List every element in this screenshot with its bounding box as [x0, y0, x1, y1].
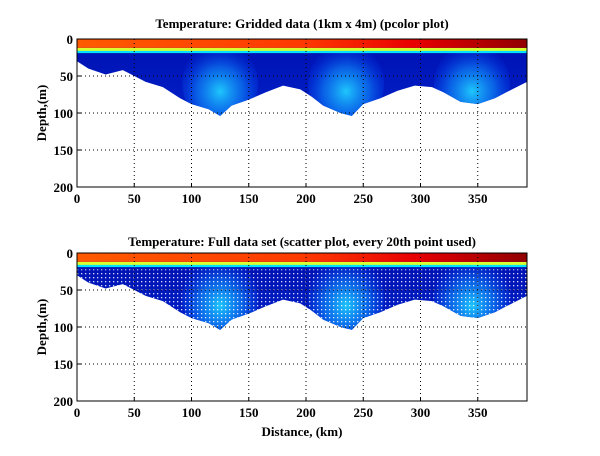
warm-plume — [182, 43, 259, 116]
y-tick-label: 0 — [67, 32, 74, 47]
bottom-axes: 0 50 100 150 200 250 300 350 0 50 100 150 200 Tempera… — [34, 234, 528, 439]
x-tick-label: 150 — [239, 405, 259, 420]
y-tick-label: 150 — [54, 357, 74, 372]
scatter-gaps — [77, 269, 527, 330]
y-tick-label: 100 — [54, 106, 74, 121]
x-tick-label: 350 — [468, 191, 488, 206]
x-tick-label: 150 — [239, 191, 259, 206]
warm-plume — [308, 43, 385, 116]
axes-box — [76, 252, 528, 402]
x-tick-label: 0 — [74, 405, 81, 420]
chart-title: Temperature: Full data set (scatter plot… — [128, 234, 476, 249]
x-tick-label: 200 — [296, 405, 316, 420]
y-tick-label: 150 — [54, 143, 74, 158]
x-tick-label: 200 — [296, 191, 316, 206]
x-tick-label: 250 — [354, 191, 374, 206]
warm-plume — [434, 43, 511, 116]
surface-warm-layer — [77, 253, 527, 262]
thermocline-yellow — [77, 47, 527, 51]
x-tick-label: 350 — [468, 405, 488, 420]
y-axis-label: Depth,(m) — [34, 85, 49, 142]
y-tick-label: 50 — [60, 69, 73, 84]
x-tick-label: 300 — [411, 405, 431, 420]
y-tick-label: 200 — [54, 180, 74, 195]
x-tick-label: 300 — [411, 191, 431, 206]
thermocline-cyan — [77, 264, 527, 268]
y-tick-label: 0 — [67, 246, 74, 261]
surface-warm-layer — [77, 39, 527, 48]
chart-title: Temperature: Gridded data (1km x 4m) (pc… — [155, 16, 448, 31]
x-axis-label: Distance, (km) — [262, 424, 343, 439]
y-tick-label: 200 — [54, 394, 74, 409]
y-tick-label: 100 — [54, 320, 74, 335]
x-tick-label: 50 — [128, 191, 141, 206]
x-tick-label: 100 — [182, 191, 202, 206]
y-tick-label: 50 — [60, 283, 73, 298]
axes-box — [76, 38, 528, 188]
x-tick-label: 100 — [182, 405, 202, 420]
x-tick-label: 0 — [74, 191, 81, 206]
top-axes: 0 50 100 150 200 250 300 350 0 50 100 150 200 Tempera… — [34, 16, 528, 206]
thermocline-cyan — [77, 50, 527, 54]
x-tick-label: 50 — [128, 405, 141, 420]
y-axis-label: Depth,(m) — [34, 299, 49, 356]
x-tick-label: 250 — [354, 405, 374, 420]
thermocline-yellow — [77, 261, 527, 265]
